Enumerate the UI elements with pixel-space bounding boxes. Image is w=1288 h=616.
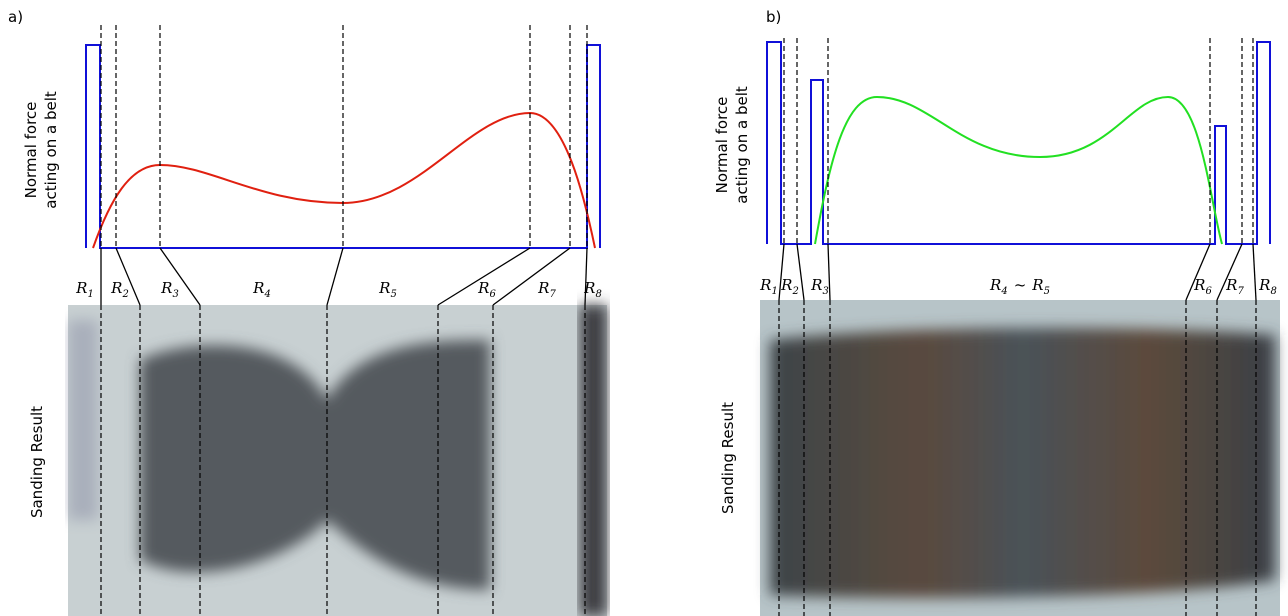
dashes: [778, 38, 1257, 616]
region-index: 2: [121, 289, 128, 300]
region-label: R8: [1258, 276, 1277, 297]
region-index: 5: [1044, 286, 1050, 297]
region-label: R3: [810, 276, 829, 297]
panel-a: a) Normal force acting on a belt Sanding…: [8, 8, 607, 616]
force-curve: [814, 95, 1223, 245]
y-label: Normal force acting on a belt: [22, 91, 60, 209]
panel-label: b): [766, 8, 781, 26]
y-label: Normal force acting on a belt: [713, 86, 751, 204]
region-label: R7: [537, 279, 556, 300]
region-label: R6: [477, 279, 496, 300]
region-label: R1: [75, 279, 94, 300]
region-letter: R: [378, 279, 390, 297]
region-letter: R: [810, 276, 822, 294]
region-label: R3: [160, 279, 179, 300]
force-pulses: [766, 41, 1271, 245]
region-index: 6: [489, 289, 496, 300]
region-label: R6: [1193, 276, 1212, 297]
region-letter: R: [75, 279, 87, 297]
region-index: 7: [1237, 286, 1244, 297]
y-label-line: acting on a belt: [42, 91, 60, 209]
region-index: 1: [87, 289, 93, 300]
region-index: 6: [1205, 286, 1212, 297]
sanding-mark: [770, 328, 1275, 598]
region-label: R2: [110, 279, 129, 300]
panel-label: a): [8, 8, 23, 26]
region-index: 3: [822, 286, 828, 297]
region-index: 3: [172, 289, 178, 300]
region-label: R1: [759, 276, 778, 297]
force-curve: [92, 111, 596, 249]
region-label: R4: [252, 279, 271, 300]
panel-b: b) Normal force acting on a belt Sanding…: [713, 8, 1280, 616]
region-label: R4 ~ R5: [989, 276, 1050, 297]
region-letter: R: [1258, 276, 1270, 294]
region-letter: R: [252, 279, 264, 297]
y-label-line: Normal force: [22, 102, 40, 199]
region-label: R5: [378, 279, 397, 300]
region-letter: R: [989, 276, 1001, 294]
sanding-mark: [68, 320, 98, 520]
region-letter: R: [1193, 276, 1205, 294]
region-letter: R: [1225, 276, 1237, 294]
region-index: 4: [1000, 286, 1007, 297]
region-index: 8: [595, 289, 601, 300]
region-letter: R: [1031, 276, 1043, 294]
region-letter: R: [537, 279, 549, 297]
region-label: R7: [1225, 276, 1244, 297]
region-index: 4: [263, 289, 270, 300]
region-index: 2: [791, 286, 798, 297]
region-letter: R: [160, 279, 172, 297]
region-label: R2: [780, 276, 799, 297]
sanding-mark: [140, 340, 490, 590]
region-letter: R: [583, 279, 595, 297]
y-label-line: Normal force: [713, 97, 731, 194]
force-pulses: [85, 44, 601, 249]
region-index: 8: [1270, 286, 1276, 297]
region-index: 1: [771, 286, 777, 297]
region-letter: R: [110, 279, 122, 297]
dashes: [100, 25, 588, 616]
region-letter: R: [477, 279, 489, 297]
region-index: 7: [549, 289, 556, 300]
image-label: Sanding Result: [28, 406, 46, 518]
sanding-mark: [580, 305, 607, 616]
region-letter: ~: [1014, 276, 1027, 294]
region-letter: R: [780, 276, 792, 294]
region-label: R8: [583, 279, 602, 300]
y-label-line: acting on a belt: [733, 86, 751, 204]
region-letter: R: [759, 276, 771, 294]
region-index: 5: [390, 289, 396, 300]
image-label: Sanding Result: [719, 402, 737, 514]
